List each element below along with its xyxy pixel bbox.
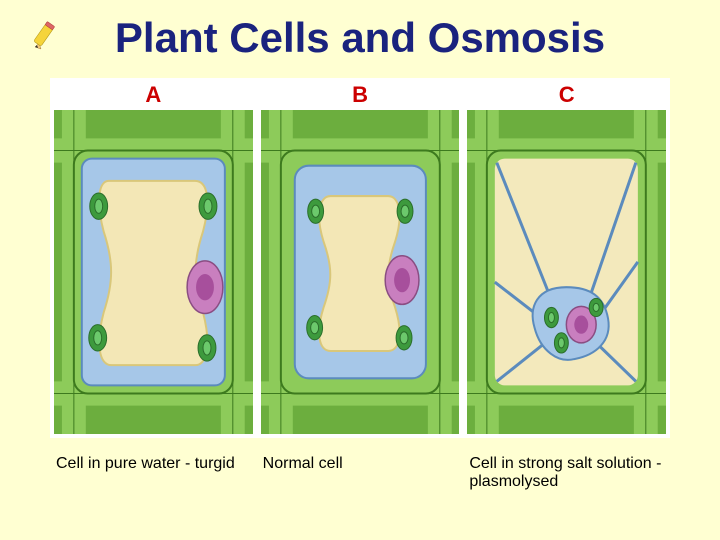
panel-b-label: B <box>261 82 460 110</box>
panel-a-art <box>54 110 253 434</box>
panel-a-label: A <box>54 82 253 110</box>
panel-b-art <box>261 110 460 434</box>
page-title: Plant Cells and Osmosis <box>0 14 720 62</box>
caption-b: Normal cell <box>257 455 464 491</box>
panel-c-art <box>467 110 666 434</box>
panel-b: B <box>261 82 460 434</box>
captions-row: Cell in pure water - turgid Normal cell … <box>50 455 670 491</box>
panel-c-label: C <box>467 82 666 110</box>
panel-a: A <box>54 82 253 434</box>
diagram-panels: A <box>50 78 670 438</box>
caption-c: Cell in strong salt solution - plasmolys… <box>463 455 670 491</box>
caption-a: Cell in pure water - turgid <box>50 455 257 491</box>
panel-c: C <box>467 82 666 434</box>
